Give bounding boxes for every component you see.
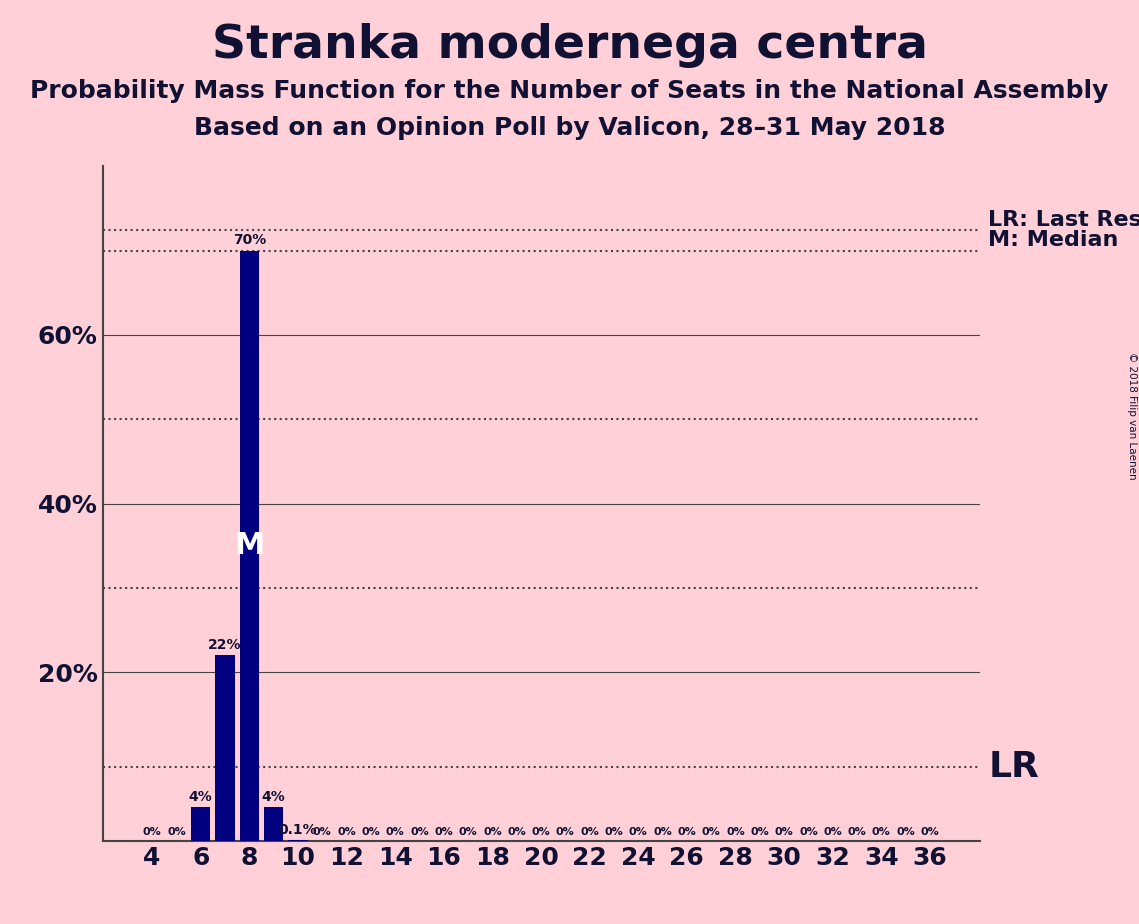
Text: © 2018 Filip van Laenen: © 2018 Filip van Laenen xyxy=(1126,352,1137,480)
Text: 0%: 0% xyxy=(167,828,186,837)
Text: Probability Mass Function for the Number of Seats in the National Assembly: Probability Mass Function for the Number… xyxy=(31,79,1108,103)
Text: 0%: 0% xyxy=(434,828,453,837)
Bar xyxy=(264,808,284,841)
Text: 0%: 0% xyxy=(410,828,429,837)
Text: 0%: 0% xyxy=(872,828,891,837)
Text: 0%: 0% xyxy=(727,828,745,837)
Text: 4%: 4% xyxy=(189,790,213,804)
Text: M: Median: M: Median xyxy=(989,229,1118,249)
Text: 0%: 0% xyxy=(702,828,721,837)
Text: 0%: 0% xyxy=(800,828,818,837)
Text: 0%: 0% xyxy=(653,828,672,837)
Text: 0%: 0% xyxy=(361,828,380,837)
Text: 0%: 0% xyxy=(459,828,477,837)
Text: 0%: 0% xyxy=(751,828,769,837)
Text: 0%: 0% xyxy=(507,828,526,837)
Text: 0%: 0% xyxy=(775,828,794,837)
Text: 0%: 0% xyxy=(532,828,550,837)
Bar xyxy=(239,250,259,841)
Text: 0%: 0% xyxy=(337,828,355,837)
Text: 0%: 0% xyxy=(823,828,842,837)
Text: Based on an Opinion Poll by Valicon, 28–31 May 2018: Based on an Opinion Poll by Valicon, 28–… xyxy=(194,116,945,140)
Text: 0%: 0% xyxy=(678,828,696,837)
Text: 0%: 0% xyxy=(629,828,648,837)
Text: 0%: 0% xyxy=(605,828,623,837)
Text: Stranka modernega centra: Stranka modernega centra xyxy=(212,23,927,68)
Bar xyxy=(191,808,211,841)
Text: 70%: 70% xyxy=(232,233,265,248)
Text: 4%: 4% xyxy=(262,790,286,804)
Text: 0%: 0% xyxy=(483,828,502,837)
Text: 0%: 0% xyxy=(847,828,867,837)
Text: M: M xyxy=(235,531,264,560)
Text: 0%: 0% xyxy=(386,828,404,837)
Text: 0%: 0% xyxy=(920,828,940,837)
Bar xyxy=(215,655,235,841)
Text: 0%: 0% xyxy=(896,828,915,837)
Text: 0%: 0% xyxy=(556,828,575,837)
Text: 0%: 0% xyxy=(142,828,162,837)
Text: LR: LR xyxy=(989,749,1039,784)
Text: 0.1%: 0.1% xyxy=(279,822,318,836)
Text: 0%: 0% xyxy=(580,828,599,837)
Text: LR: Last Result: LR: Last Result xyxy=(989,210,1139,229)
Text: 22%: 22% xyxy=(208,638,241,652)
Text: 0%: 0% xyxy=(313,828,331,837)
